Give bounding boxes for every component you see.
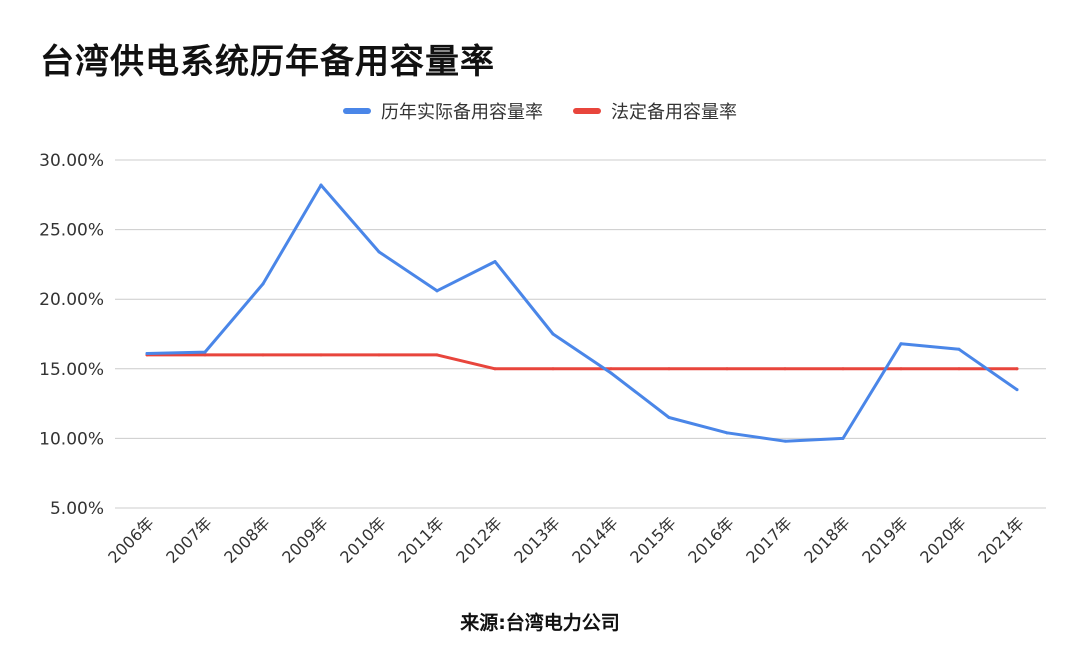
data-point-legal	[957, 367, 961, 371]
data-point-actual	[841, 436, 845, 440]
data-point-actual	[319, 183, 323, 187]
x-tick-label: 2012年	[452, 513, 506, 567]
data-point-actual	[551, 332, 555, 336]
data-point-legal	[609, 367, 613, 371]
x-tick-label: 2007年	[162, 513, 216, 567]
legend-label-legal: 法定备用容量率	[611, 102, 737, 123]
legend-label-actual: 历年实际备用容量率	[381, 102, 543, 123]
data-point-legal	[1015, 367, 1019, 371]
data-point-legal	[493, 367, 497, 371]
data-point-legal	[725, 367, 729, 371]
data-point-actual	[377, 250, 381, 254]
legend-swatch-actual	[343, 108, 371, 114]
data-point-legal	[667, 367, 671, 371]
x-tick-label: 2011年	[394, 513, 448, 567]
x-tick-label: 2009年	[278, 513, 332, 567]
x-tick-label: 2015年	[626, 513, 680, 567]
data-point-actual	[1015, 388, 1019, 392]
y-tick-label: 20.00%	[39, 290, 104, 310]
legend: 历年实际备用容量率 法定备用容量率	[0, 98, 1080, 124]
series-line-legal	[145, 353, 1019, 371]
x-tick-label: 2019年	[858, 513, 912, 567]
data-point-actual	[493, 260, 497, 264]
data-point-actual	[783, 439, 787, 443]
x-tick-label: 2010年	[336, 513, 390, 567]
data-point-actual	[203, 350, 207, 354]
data-point-legal	[261, 353, 265, 357]
data-point-actual	[435, 289, 439, 293]
data-point-actual	[145, 351, 149, 355]
x-tick-label: 2008年	[220, 513, 274, 567]
legend-item-actual: 历年实际备用容量率	[343, 98, 543, 124]
x-tick-label: 2017年	[742, 513, 796, 567]
data-point-actual	[667, 416, 671, 420]
data-point-actual	[725, 431, 729, 435]
x-tick-label: 2021年	[974, 513, 1028, 567]
x-tick-label: 2006年	[104, 513, 158, 567]
x-tick-label: 2020年	[916, 513, 970, 567]
x-tick-label: 2016年	[684, 513, 738, 567]
data-point-legal	[841, 367, 845, 371]
source-note: 来源:台湾电力公司	[460, 612, 620, 634]
y-tick-label: 15.00%	[39, 360, 104, 380]
data-point-legal	[435, 353, 439, 357]
x-tick-label: 2018年	[800, 513, 854, 567]
series-line-actual	[145, 183, 1019, 443]
data-point-actual	[261, 282, 265, 286]
data-point-legal	[319, 353, 323, 357]
data-point-actual	[899, 342, 903, 346]
data-point-actual	[609, 371, 613, 375]
x-tick-label: 2013年	[510, 513, 564, 567]
legend-item-legal: 法定备用容量率	[573, 98, 737, 124]
y-tick-label: 30.00%	[39, 151, 104, 171]
data-point-legal	[377, 353, 381, 357]
data-point-legal	[899, 367, 903, 371]
y-tick-label: 25.00%	[39, 221, 104, 241]
legend-swatch-legal	[573, 108, 601, 114]
y-tick-label: 10.00%	[39, 429, 104, 449]
x-tick-label: 2014年	[568, 513, 622, 567]
data-point-legal	[783, 367, 787, 371]
data-point-actual	[957, 347, 961, 351]
data-point-legal	[203, 353, 207, 357]
y-tick-label: 5.00%	[50, 499, 104, 519]
chart-title: 台湾供电系统历年备用容量率	[40, 42, 495, 82]
data-point-legal	[551, 367, 555, 371]
